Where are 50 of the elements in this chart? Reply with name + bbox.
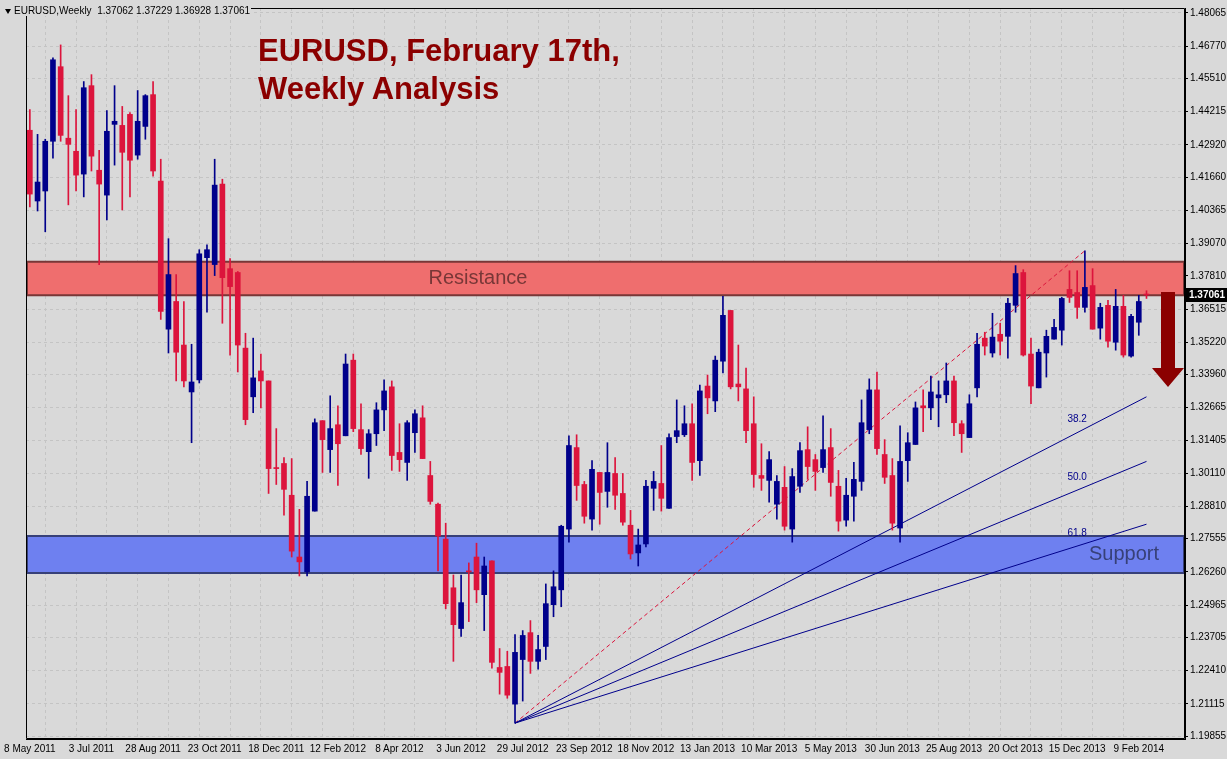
text: EURUSD, February 17th, Weekly Analysis [258, 32, 621, 108]
x-tick-label: 3 Jul 2011 [68, 742, 115, 754]
annotation: 61.8 [1067, 526, 1088, 538]
y-tick-label: 1.42920 [1190, 138, 1227, 150]
x-tick-label: 20 Oct 2013 [988, 742, 1044, 754]
annotation: 50.0 [1067, 470, 1088, 482]
x-tick-label: 15 Dec 2013 [1048, 742, 1106, 754]
x-tick-label: 12 Feb 2012 [309, 742, 367, 754]
x-tick-label: 8 Apr 2012 [375, 742, 425, 754]
y-tick-label: 1.24965 [1190, 598, 1227, 610]
y-tick-label: 1.22410 [1190, 664, 1227, 676]
band-label: Resistance [428, 266, 528, 289]
y-tick-label: 1.32665 [1190, 401, 1227, 413]
x-tick-label: 30 Jun 2013 [864, 742, 921, 754]
x-tick-label: 29 Jul 2012 [496, 742, 549, 754]
y-tick-label: 1.39070 [1190, 237, 1227, 249]
y-tick-label: 1.41660 [1190, 170, 1227, 182]
y-tick-label: 1.40365 [1190, 204, 1227, 216]
annotation: EURUSD,Weekly 1.37062 1.37229 1.36928 1.37061 [13, 5, 252, 16]
y-tick-label: 1.46770 [1190, 39, 1227, 51]
x-tick-label: 8 May 2011 [4, 742, 57, 754]
x-tick-label: 18 Nov 2012 [617, 742, 675, 754]
x-tick-label: 5 May 2013 [804, 742, 858, 754]
y-tick-label: 1.30110 [1190, 466, 1226, 478]
y-tick-label: 1.35220 [1190, 335, 1227, 347]
x-tick-label: 25 Aug 2013 [925, 742, 983, 754]
x-tick-label: 23 Oct 2011 [187, 742, 242, 754]
y-tick-label: 1.37810 [1190, 269, 1227, 281]
y-tick-label: 1.19855 [1190, 729, 1227, 741]
y-tick-label: 1.28810 [1190, 500, 1227, 512]
x-tick-label: 28 Aug 2011 [125, 742, 182, 754]
y-tick-label: 1.23705 [1190, 631, 1227, 643]
y-tick-label: 1.27555 [1190, 532, 1227, 544]
x-tick-label: 18 Dec 2011 [248, 742, 305, 754]
text: 1.37061 [1189, 288, 1226, 300]
x-tick-label: 9 Feb 2014 [1113, 742, 1165, 754]
y-tick-label: 1.48065 [1190, 6, 1227, 18]
y-tick-label: 1.33960 [1190, 368, 1227, 380]
y-tick-label: 1.36515 [1190, 302, 1227, 314]
y-tick-label: 1.21115 [1190, 697, 1226, 709]
y-tick-label: 1.31405 [1190, 433, 1227, 445]
y-tick-label: 1.44215 [1190, 105, 1227, 117]
annotation: 38.2 [1067, 413, 1088, 425]
y-tick-label: 1.45510 [1190, 72, 1227, 84]
x-tick-label: 13 Jan 2013 [680, 742, 736, 754]
x-tick-label: 10 Mar 2013 [741, 742, 798, 754]
x-tick-label: 23 Sep 2012 [555, 742, 614, 754]
x-tick-label: 3 Jun 2012 [436, 742, 487, 754]
band-label: Support [1088, 541, 1160, 564]
y-tick-label: 1.26260 [1190, 565, 1227, 577]
